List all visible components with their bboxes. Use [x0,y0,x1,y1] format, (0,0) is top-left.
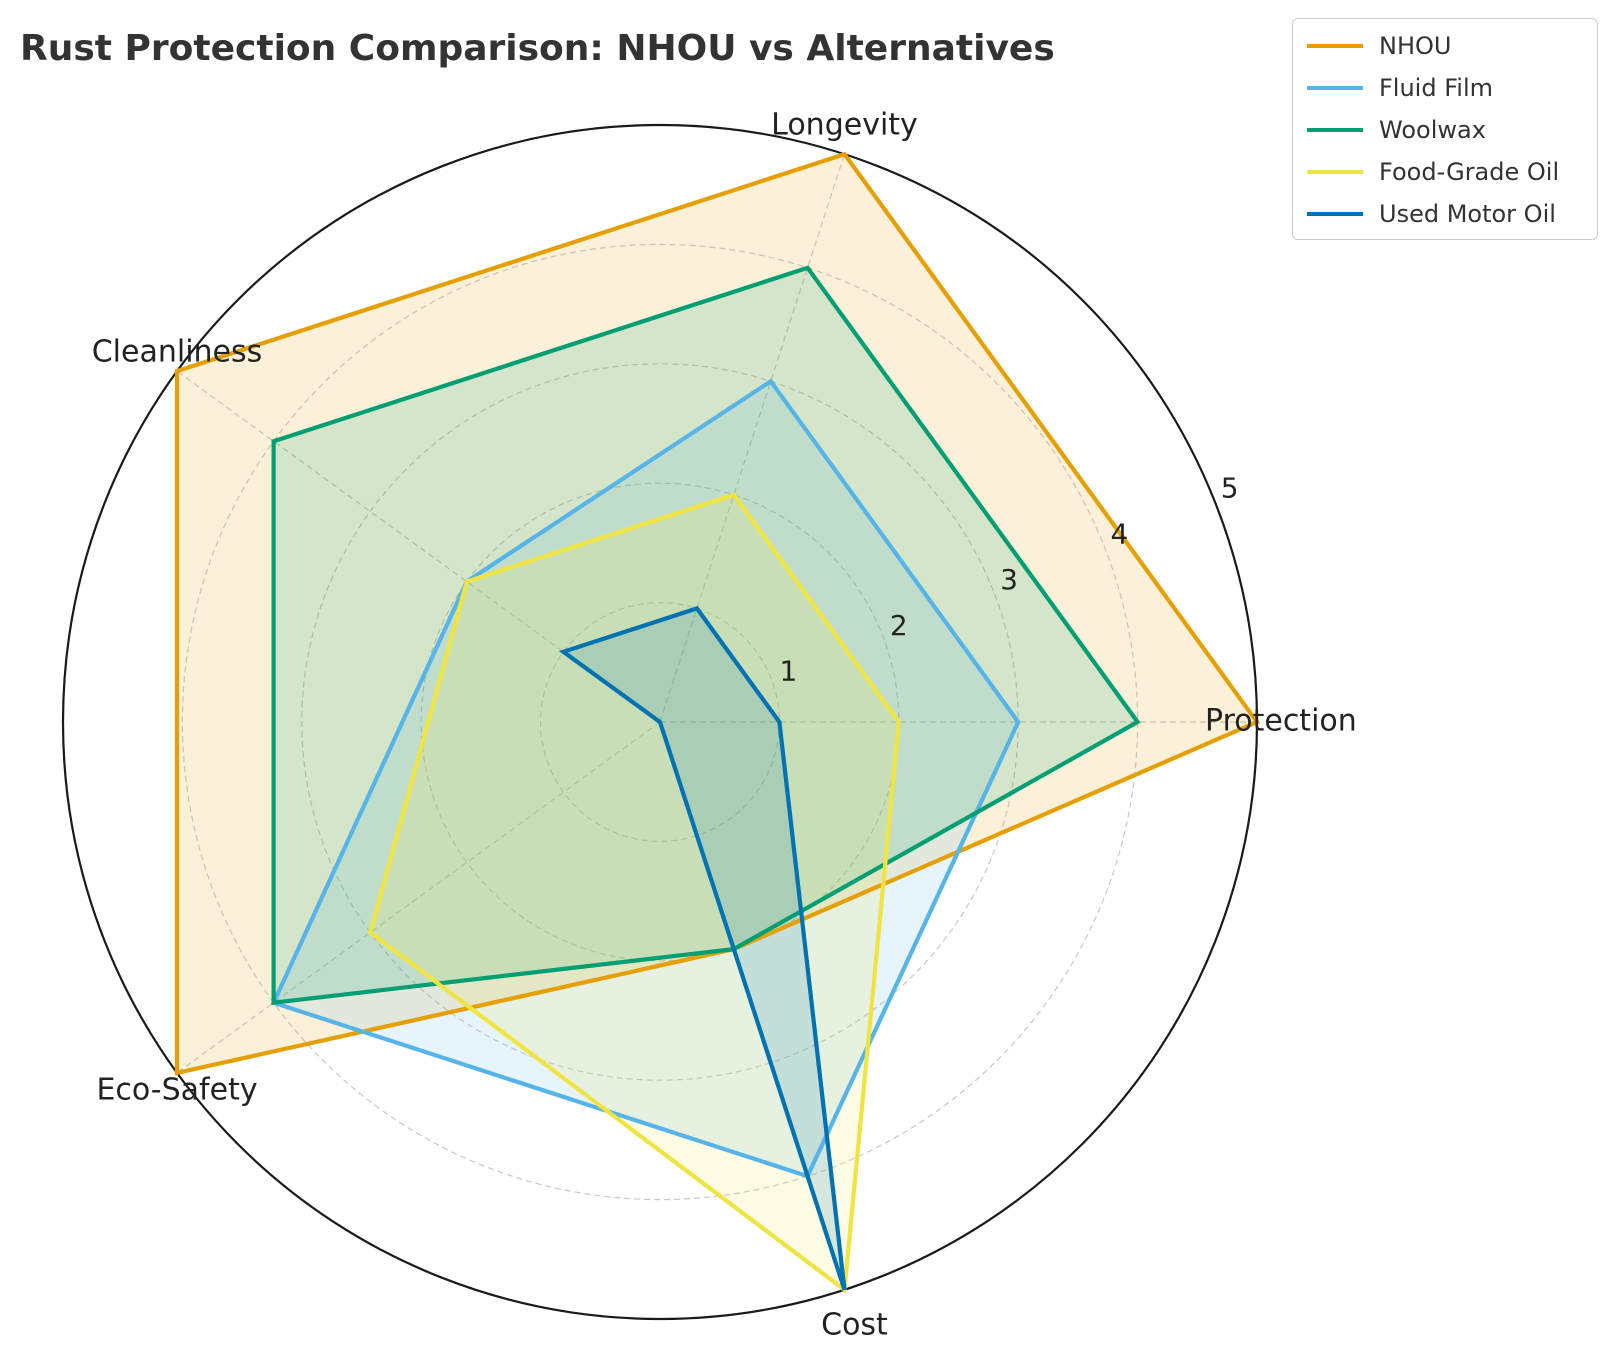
series-fill-used-motor-oil [563,608,845,1290]
legend-swatch [1307,212,1363,216]
radial-tick-label: 3 [1000,563,1018,596]
series-fill-woolwax [273,267,1138,1003]
series-fills [177,154,1257,1290]
category-label: Protection [1205,704,1357,739]
legend-item: Woolwax [1307,109,1597,151]
axis-labels: 1 2 3 4 5 Protection Longevity Cleanliness Eco-S… [92,108,1357,1343]
legend-item: Used Motor Oil [1307,193,1597,235]
chart-title: Rust Protection Comparison: NHOU vs Alte… [20,28,1055,69]
legend-swatch [1307,128,1363,132]
legend-item: Food-Grade Oil [1307,151,1597,193]
legend-swatch [1307,44,1363,48]
legend-label: Used Motor Oil [1379,200,1556,228]
category-label: Cost [821,1307,888,1342]
radial-tick-label: 2 [890,609,908,642]
legend-label: Fluid Film [1379,74,1493,102]
radial-tick-label: 4 [1110,517,1128,550]
legend-label: Woolwax [1379,116,1486,144]
series-line-used-motor-oil [558,605,847,1291]
legend-label: NHOU [1379,32,1452,60]
category-label: Eco-Safety [96,1072,257,1107]
series-fill-food-grade-oil [370,494,899,1290]
legend-item: Fluid Film [1307,67,1597,109]
legend: NHOU Fluid Film Woolwax Food-Grade Oil Used … [1292,18,1598,240]
series-line-food-grade-oil [367,492,901,1294]
radial-tick-label: 1 [780,654,798,687]
series-line-nhou [174,151,1261,1076]
category-label: Cleanliness [92,335,263,370]
radial-tick-label: 5 [1221,472,1239,505]
series-lines [174,151,1261,1294]
category-label: Longevity [771,108,918,143]
legend-swatch [1307,170,1363,174]
legend-label: Food-Grade Oil [1379,158,1560,186]
legend-swatch [1307,86,1363,90]
legend-item: NHOU [1307,25,1597,67]
series-line-fluid-film [270,378,1021,1179]
series-fill-fluid-film [273,381,1019,1177]
